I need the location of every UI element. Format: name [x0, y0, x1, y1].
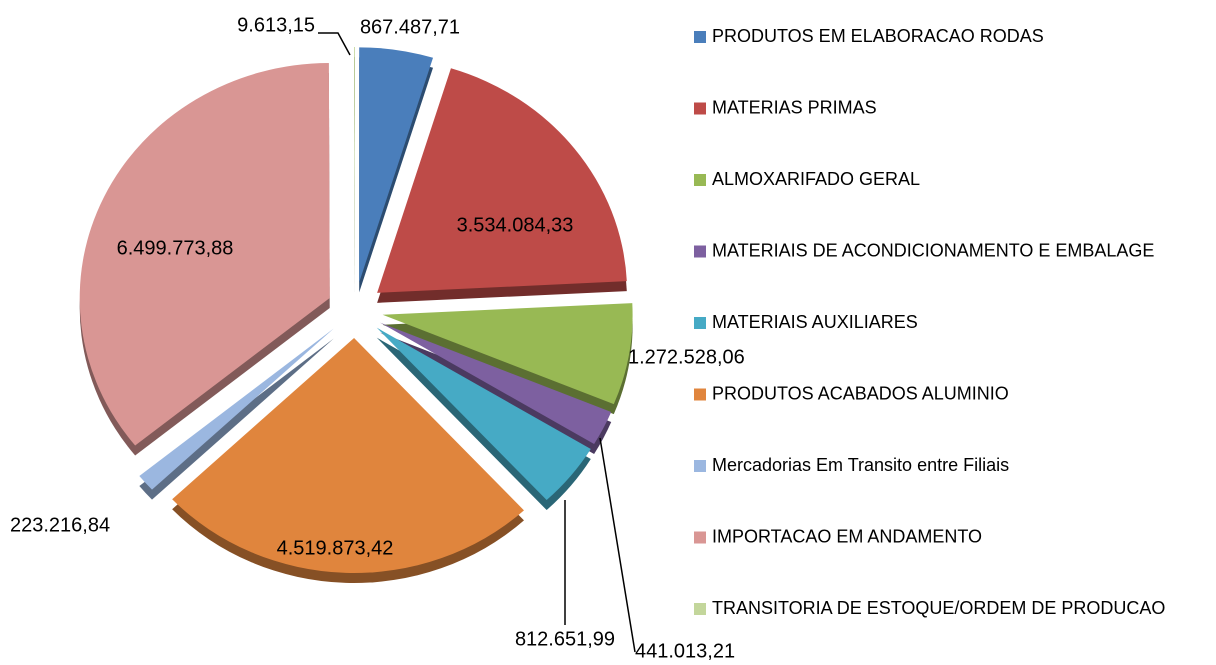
slice — [172, 337, 524, 573]
data-label: 6.499.773,88 — [117, 237, 234, 259]
legend-label: MATERIAIS DE ACONDICIONAMENTO E EMBALAGE — [712, 240, 1154, 260]
data-label: 3.534.084,33 — [457, 214, 574, 236]
legend-label: IMPORTACAO EM ANDAMENTO — [712, 526, 982, 546]
slice — [354, 47, 355, 283]
legend-label: MATERIAIS AUXILIARES — [712, 312, 918, 332]
leader-line — [318, 32, 351, 56]
data-label: 4.519.873,42 — [277, 537, 394, 559]
data-label: 441.013,21 — [635, 640, 735, 662]
legend-swatch — [694, 460, 706, 472]
legend-label: PRODUTOS ACABADOS ALUMINIO — [712, 383, 1009, 403]
legend-swatch — [694, 245, 706, 258]
slice — [79, 62, 330, 446]
legend-swatch — [694, 102, 706, 115]
legend-swatch — [694, 317, 706, 329]
legend-swatch — [694, 174, 706, 186]
legend-label: Mercadorias Em Transito entre Filiais — [712, 455, 1009, 475]
slice — [359, 47, 434, 283]
data-label: 223.216,84 — [10, 514, 110, 536]
legend-swatch — [694, 603, 706, 615]
slice — [382, 303, 633, 405]
legend-swatch — [694, 388, 706, 401]
slice — [376, 327, 591, 501]
data-label: 1.272.528,06 — [628, 346, 745, 368]
legend-label: ALMOXARIFADO GERAL — [712, 169, 920, 189]
legend-label: TRANSITORIA DE ESTOQUE/ORDEM DE PRODUCAO — [712, 598, 1165, 618]
data-label: 9.613,15 — [237, 14, 315, 36]
data-label: 812.651,99 — [515, 628, 615, 650]
slice — [139, 328, 334, 490]
legend-swatch — [694, 31, 706, 43]
data-label: 867.487,71 — [360, 16, 460, 38]
slice — [380, 322, 612, 444]
leader-line — [599, 437, 636, 653]
legend-label: PRODUTOS EM ELABORACAO RODAS — [712, 26, 1044, 46]
legend-swatch — [694, 531, 706, 544]
slice-side — [139, 338, 334, 500]
legend-label: MATERIAS PRIMAS — [712, 97, 877, 117]
slice — [377, 68, 627, 293]
